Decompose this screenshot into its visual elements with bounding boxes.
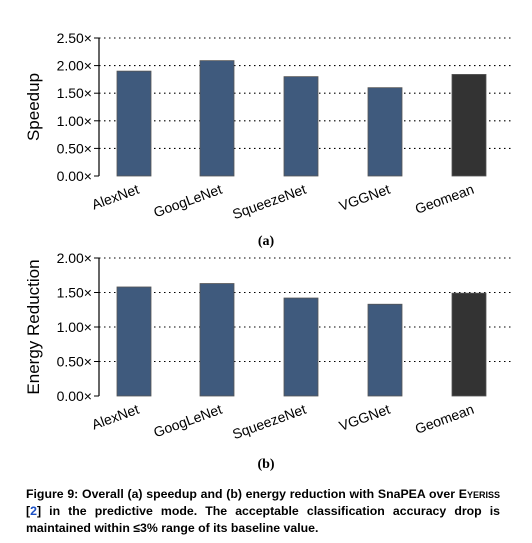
y-tick-label: 0.00×: [57, 388, 92, 404]
x-tick-label: SqueezeNet: [230, 401, 308, 442]
y-tick-label: 2.00×: [57, 250, 92, 266]
x-tick-label: AlexNet: [89, 181, 141, 213]
x-tick-label: GoogLeNet: [151, 181, 224, 221]
caption-reference-link[interactable]: 2: [30, 504, 37, 518]
y-tick-label: 1.50×: [57, 85, 92, 101]
y-tick-label: 1.00×: [57, 113, 92, 129]
x-tick-label: AlexNet: [89, 401, 141, 433]
x-tick-label: Geomean: [413, 181, 476, 217]
subfigure-label: (b): [257, 457, 274, 472]
x-tick-label: GoogLeNet: [151, 401, 224, 441]
bar-geomean: [451, 74, 487, 177]
bar-alexnet: [116, 286, 152, 397]
bar-vggnet: [367, 87, 403, 177]
bar-vggnet: [367, 303, 403, 397]
x-tick-label: VGGNet: [337, 181, 392, 214]
y-tick-label: 2.50×: [57, 30, 92, 46]
y-tick-label: 0.50×: [57, 354, 92, 370]
caption-eyeriss: Eyeriss: [458, 487, 500, 501]
caption-text-1: Figure 9: Overall (a) speedup and (b) en…: [26, 487, 459, 501]
figure-caption: Figure 9: Overall (a) speedup and (b) en…: [26, 486, 500, 537]
y-axis-label: Speedup: [24, 73, 43, 141]
y-axis-label: Energy Reduction: [24, 259, 43, 394]
y-tick-label: 0.50×: [57, 140, 92, 156]
subfigure-label: (a): [258, 234, 275, 249]
x-tick-label: Geomean: [413, 401, 476, 437]
speedup-chart: 0.00× 0.50× 1.00× 1.50× 2.00× 2.50× Speedup Ale…: [24, 30, 512, 249]
bar-googlenet: [199, 283, 235, 397]
x-tick-label: SqueezeNet: [230, 181, 308, 222]
y-tick-label: 2.00×: [57, 58, 92, 74]
bar-googlenet: [199, 60, 235, 177]
y-tick-label: 0.00×: [57, 168, 92, 184]
bar-geomean: [451, 292, 487, 397]
x-tick-label: VGGNet: [337, 401, 392, 434]
bar-squeezenet: [283, 76, 319, 177]
caption-text-2: ] in the predictive mode. The acceptable…: [26, 504, 500, 535]
energy-reduction-chart: 0.00× 0.50× 1.00× 1.50× 2.00× Energy Reductio…: [24, 250, 512, 472]
bar-alexnet: [116, 70, 152, 177]
figure: 0.00× 0.50× 1.00× 1.50× 2.00× 2.50× Speedup Ale…: [24, 30, 512, 472]
y-tick-label: 1.50×: [57, 285, 92, 301]
caption-ref-open: [: [26, 504, 31, 518]
bar-squeezenet: [283, 297, 319, 397]
y-tick-label: 1.00×: [57, 319, 92, 335]
